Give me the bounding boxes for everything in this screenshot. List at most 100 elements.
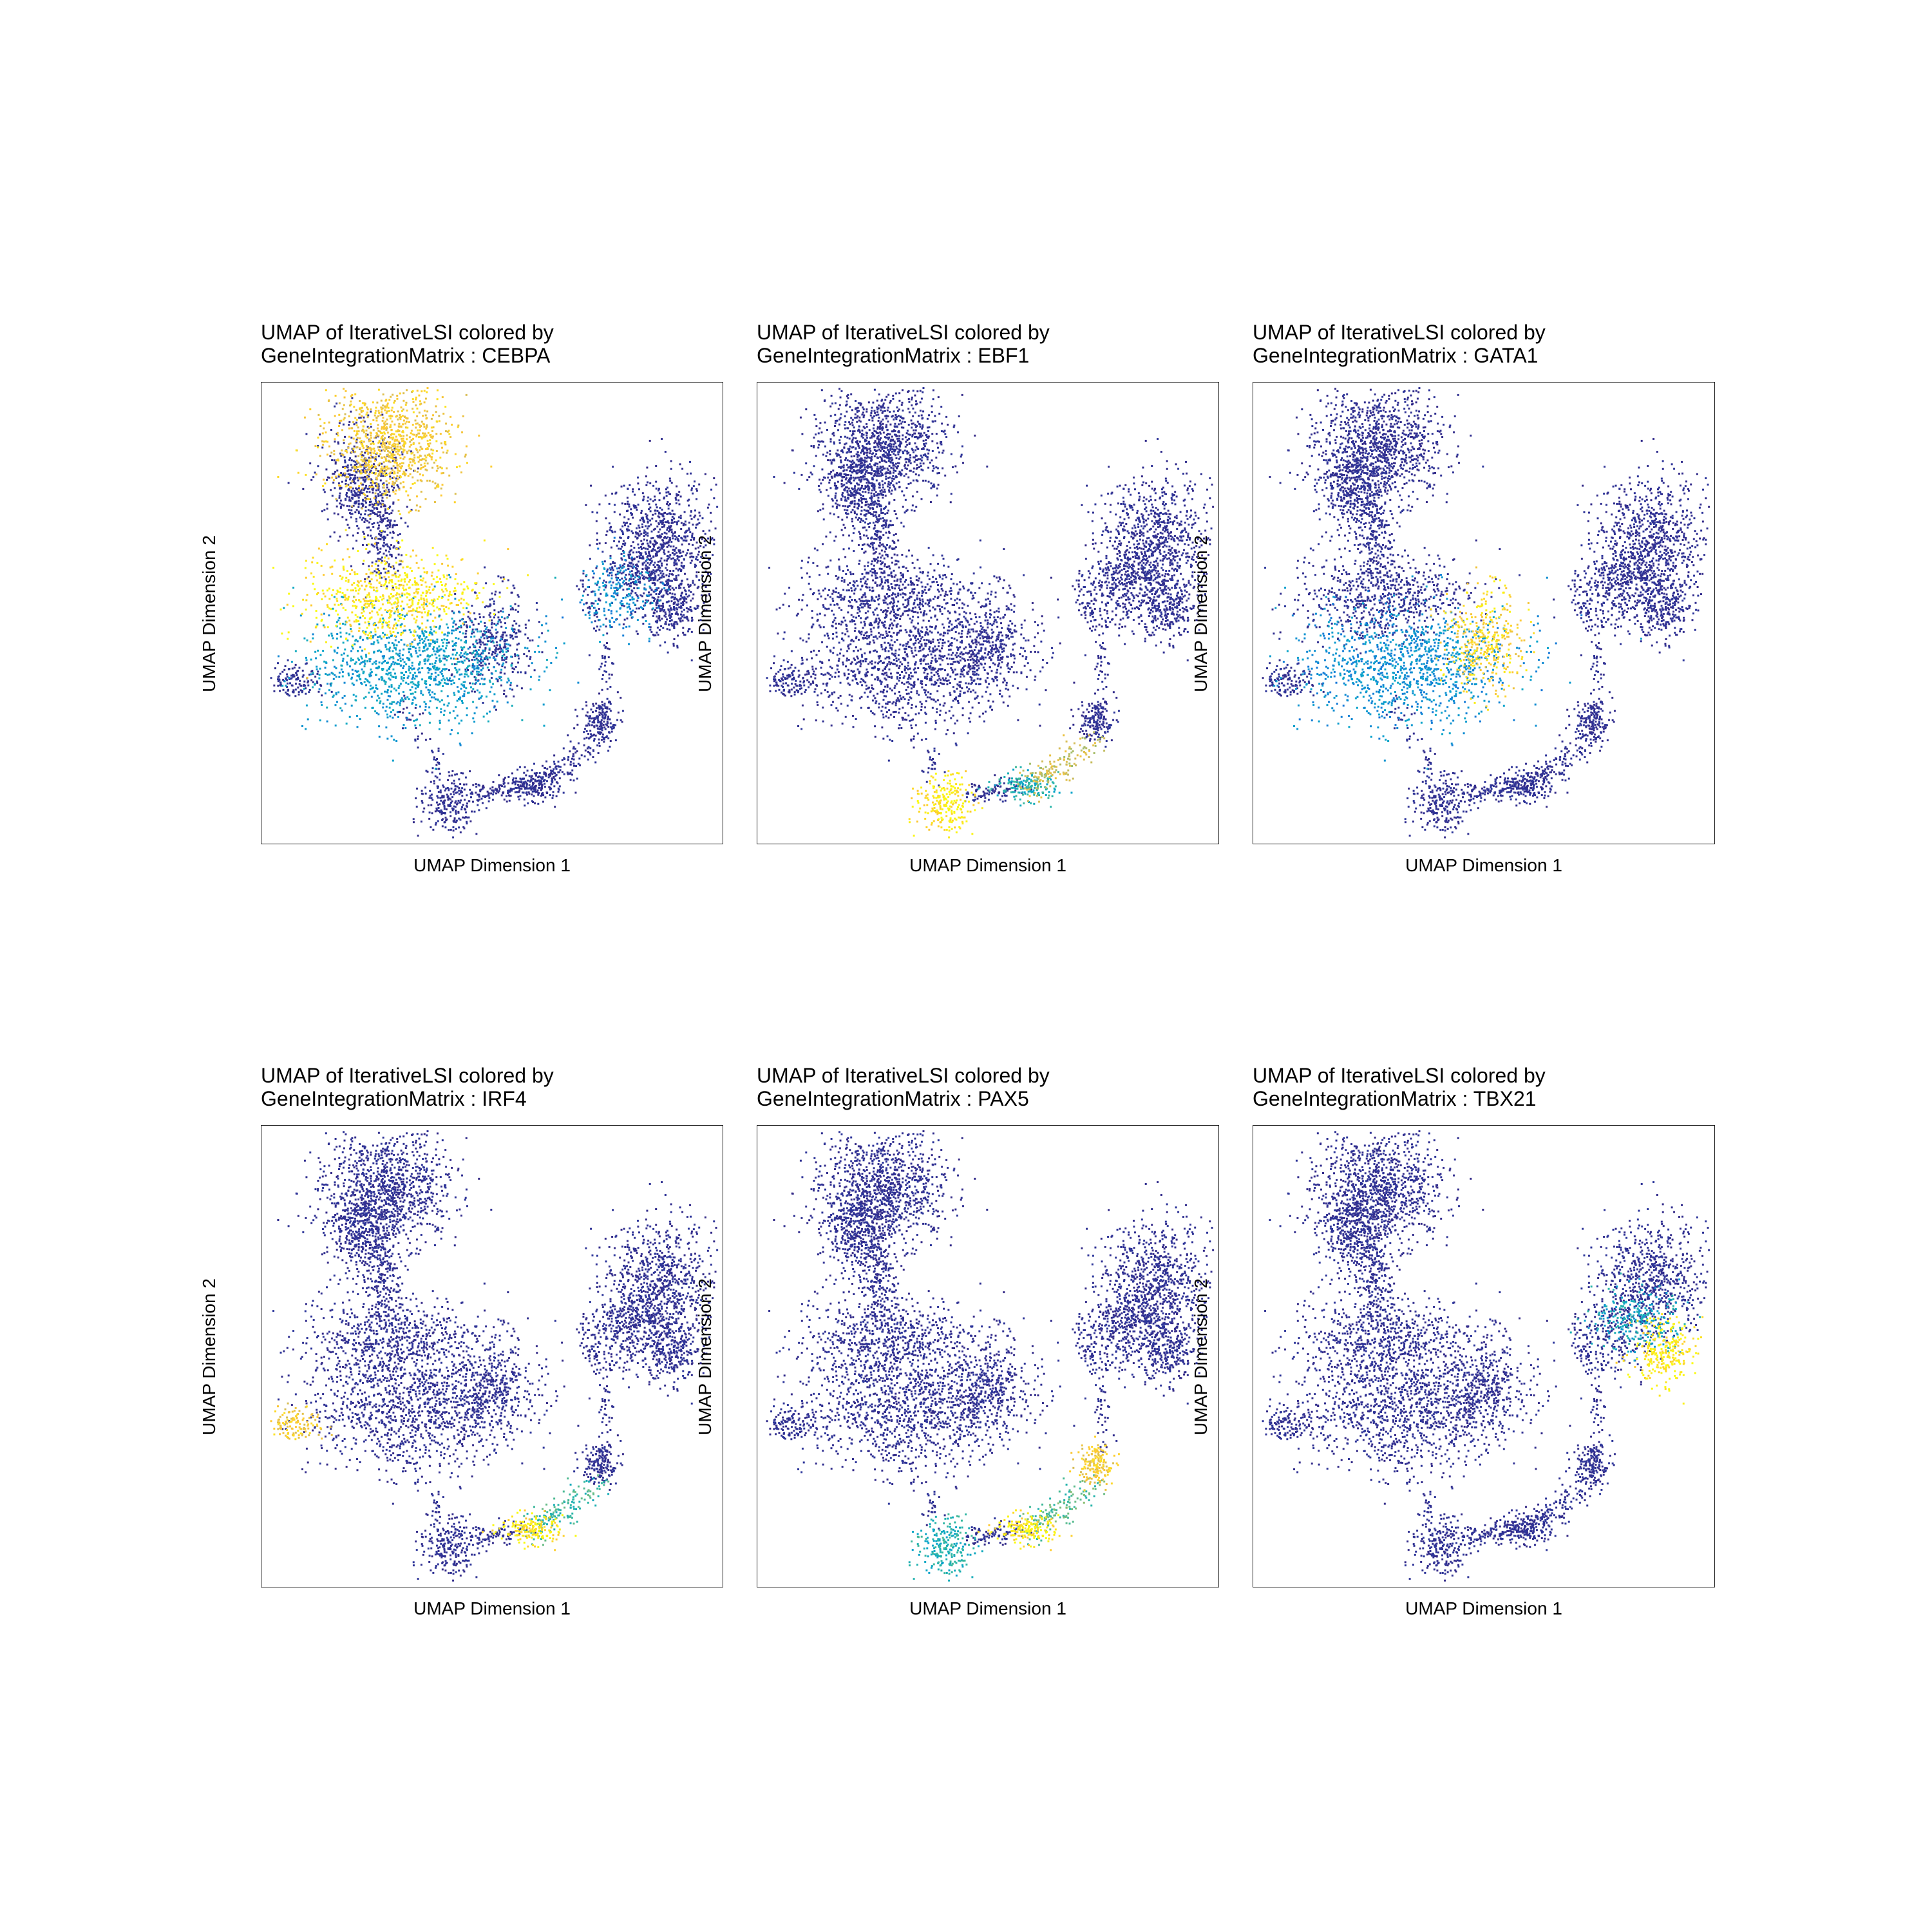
cell-point — [677, 555, 679, 558]
cell-point — [416, 634, 419, 637]
cell-point — [292, 674, 295, 677]
cell-point — [332, 607, 334, 610]
cell-point — [384, 645, 387, 648]
cell-point — [404, 727, 407, 729]
cell-point — [461, 795, 464, 797]
cell-point — [286, 673, 289, 676]
cell-point — [659, 572, 662, 574]
cell-point — [488, 795, 490, 797]
cell-point — [372, 466, 375, 468]
cell-point — [318, 674, 321, 676]
cell-point — [674, 559, 676, 562]
cell-point — [440, 679, 443, 681]
cell-point — [357, 470, 359, 473]
cell-point — [443, 633, 446, 636]
cell-point — [338, 495, 341, 497]
cell-point — [666, 582, 668, 585]
cell-point — [458, 668, 460, 671]
cell-point — [389, 672, 392, 674]
cell-point — [667, 583, 670, 585]
cell-point — [603, 614, 606, 616]
cell-point — [659, 560, 662, 563]
cell-point — [351, 668, 354, 671]
cell-point — [605, 592, 608, 595]
cell-point — [636, 587, 639, 590]
cell-point — [384, 643, 387, 646]
cell-point — [358, 491, 361, 494]
cell-point — [470, 636, 473, 638]
cell-point — [346, 534, 349, 536]
cell-point — [638, 587, 640, 589]
cell-point — [549, 794, 551, 797]
cell-point — [426, 469, 428, 471]
cell-point — [382, 393, 384, 395]
cell-point — [663, 583, 666, 586]
cell-point — [547, 629, 549, 632]
cell-point — [677, 603, 679, 605]
cell-point — [654, 583, 656, 585]
cell-point — [607, 717, 609, 719]
cell-point — [406, 506, 408, 508]
cell-point — [617, 582, 620, 584]
cell-point — [392, 759, 394, 762]
cell-point — [310, 679, 313, 681]
cell-point — [541, 793, 544, 795]
cell-point — [621, 525, 624, 527]
cell-point — [685, 616, 687, 619]
cell-point — [500, 794, 503, 797]
cell-point — [626, 522, 629, 524]
cell-point — [336, 402, 338, 405]
cell-point — [379, 471, 381, 474]
cell-point — [415, 703, 417, 706]
cell-point — [427, 804, 430, 807]
cell-point — [405, 613, 408, 616]
cell-point — [696, 605, 699, 607]
cell-point — [693, 516, 696, 518]
cell-point — [350, 482, 352, 484]
cell-point — [318, 677, 321, 679]
cell-point — [659, 507, 661, 509]
cell-point — [601, 560, 604, 563]
cell-point — [658, 523, 660, 526]
cell-point — [367, 414, 370, 417]
cell-point — [430, 675, 433, 677]
cell-point — [472, 623, 475, 626]
cell-point — [489, 787, 492, 790]
cell-point — [531, 793, 533, 796]
cell-point — [501, 634, 504, 636]
cell-point — [450, 436, 452, 439]
cell-point — [343, 504, 345, 507]
cell-point — [663, 524, 666, 526]
cell-point — [470, 671, 473, 674]
cell-point — [602, 573, 605, 575]
cell-point — [648, 503, 650, 506]
cell-point — [662, 522, 665, 524]
cell-point — [652, 607, 654, 610]
cell-point — [401, 727, 404, 730]
cell-point — [316, 668, 318, 670]
cell-point — [398, 685, 401, 687]
cell-point — [677, 494, 679, 497]
cell-point — [460, 808, 463, 811]
cell-point — [416, 788, 419, 790]
cell-point — [656, 621, 658, 624]
cell-point — [597, 732, 600, 735]
cell-point — [376, 667, 379, 670]
cell-point — [372, 544, 374, 547]
cell-point — [490, 792, 493, 795]
cell-point — [656, 598, 659, 601]
cell-point — [534, 650, 536, 653]
cell-point — [356, 726, 359, 728]
cell-point — [555, 647, 558, 649]
cell-point — [480, 620, 482, 623]
cell-point — [321, 704, 323, 706]
cell-point — [569, 763, 572, 766]
cell-point — [609, 624, 611, 627]
cell-point — [386, 661, 389, 664]
cell-point — [711, 537, 714, 540]
cell-point — [542, 800, 544, 803]
cell-point — [511, 656, 513, 658]
cell-point — [598, 706, 601, 709]
cell-point — [343, 652, 345, 655]
cell-point — [662, 519, 665, 522]
